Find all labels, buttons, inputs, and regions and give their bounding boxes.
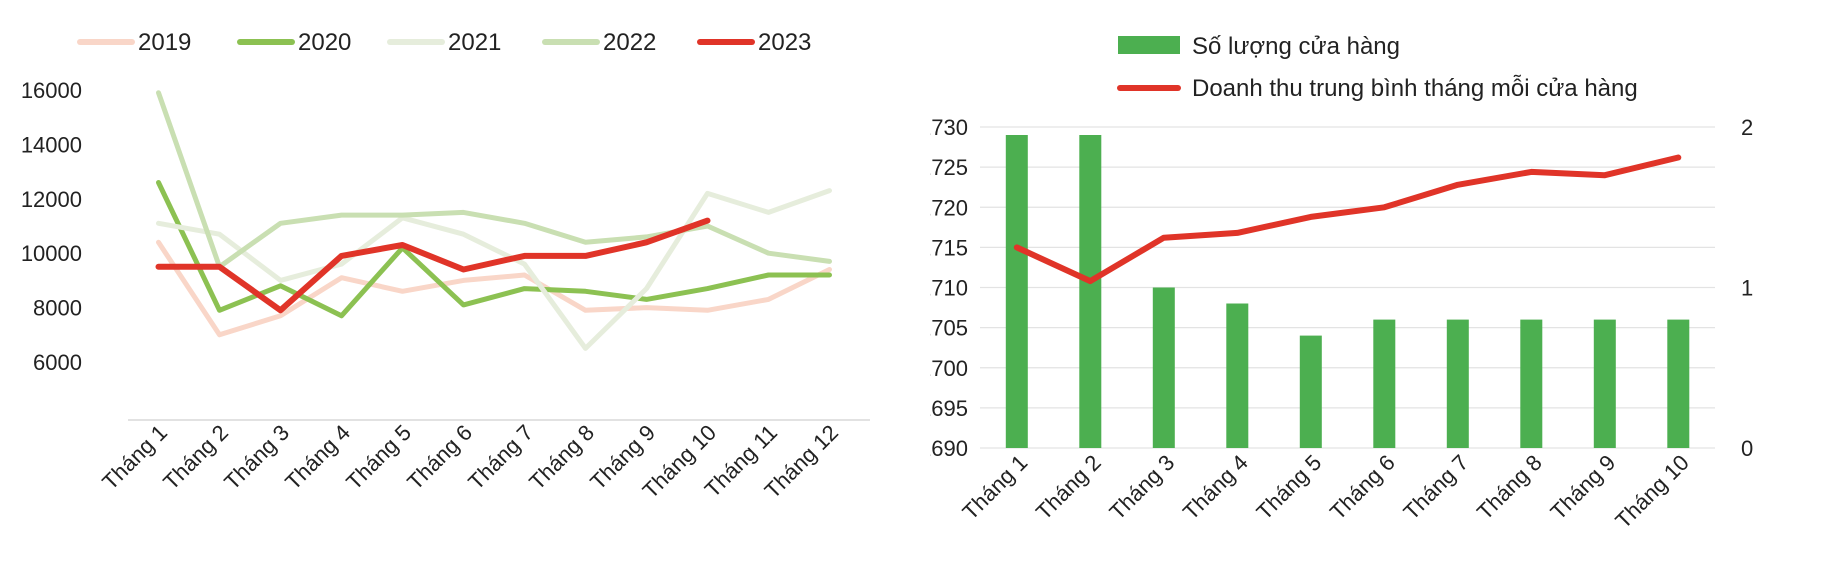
y-tick-label-right: 2 <box>1741 115 1753 140</box>
bar-7 <box>1446 319 1469 448</box>
x-tick-label: Tháng 2 <box>1031 450 1106 525</box>
y-axis-ticks-right: 0 1 2 <box>1741 115 1753 461</box>
x-tick-label: Tháng 8 <box>524 420 599 495</box>
revenue-line <box>1013 154 1682 285</box>
series-line-2022 <box>156 90 832 270</box>
bar-series <box>1005 135 1690 448</box>
y-axis-ticks: 6000 8000 10000 12000 14000 16000 <box>21 78 82 375</box>
series-lines <box>155 90 832 351</box>
legend-label-2022: 2022 <box>603 29 656 56</box>
x-tick-label: Tháng 4 <box>1178 450 1253 525</box>
x-tick-label: Tháng 7 <box>463 420 538 495</box>
x-tick-label: Tháng 2 <box>158 420 233 495</box>
y-tick-label-right: 1 <box>1741 276 1753 301</box>
y-tick-label: 6000 <box>33 350 82 375</box>
y-tick-label-left: 1710 <box>930 276 968 301</box>
legend-label-2023: 2023 <box>758 29 811 56</box>
combo-chart-stores-revenue: Số lượng cửa hàng Doanh thu trung bình th… <box>930 33 1753 533</box>
line-series <box>1013 154 1682 285</box>
gridlines <box>980 126 1715 449</box>
legend: 2019 2020 2021 2022 2023 <box>77 29 811 56</box>
x-tick-label: Tháng 6 <box>1325 450 1400 525</box>
bar-10 <box>1667 319 1690 448</box>
y-axis-ticks-left: 1690 1695 1700 1705 1710 1715 1720 1725 1730 <box>930 115 968 461</box>
y-tick-label-left: 1715 <box>930 235 968 260</box>
x-tick-label: Tháng 1 <box>958 450 1033 525</box>
y-tick-label-left: 1695 <box>930 396 968 421</box>
legend-label-bar: Số lượng cửa hàng <box>1192 33 1400 60</box>
x-tick-label: Tháng 3 <box>219 420 294 495</box>
bar-8 <box>1520 319 1543 448</box>
x-tick-label: Tháng 1 <box>97 420 172 495</box>
x-tick-label: Tháng 3 <box>1105 450 1180 525</box>
y-tick-label-left: 1725 <box>930 155 968 180</box>
y-tick-label: 12000 <box>21 187 82 212</box>
y-tick-label-left: 1730 <box>930 115 968 140</box>
bar-9 <box>1593 319 1616 448</box>
legend-swatch-bar <box>1118 36 1180 54</box>
x-tick-label: Tháng 10 <box>1610 450 1693 533</box>
bar-3 <box>1152 287 1175 448</box>
x-tick-label: Tháng 7 <box>1399 450 1474 525</box>
bar-2 <box>1079 135 1102 448</box>
series-line-2023 <box>155 217 711 314</box>
y-tick-label-left: 1690 <box>930 436 968 461</box>
y-tick-label-left: 1720 <box>930 195 968 220</box>
series-line-2021 <box>156 188 832 351</box>
legend: Số lượng cửa hàng Doanh thu trung bình th… <box>1117 33 1638 102</box>
x-tick-label: Tháng 8 <box>1472 450 1547 525</box>
x-tick-label: Tháng 9 <box>1546 450 1621 525</box>
x-tick-label: Tháng 6 <box>402 420 477 495</box>
bar-6 <box>1373 319 1396 448</box>
series-line-2020 <box>156 180 832 319</box>
y-tick-label: 16000 <box>21 78 82 103</box>
y-tick-label: 8000 <box>33 296 82 321</box>
bar-1 <box>1005 135 1028 448</box>
y-tick-label-left: 1700 <box>930 356 968 381</box>
bar-4 <box>1226 303 1249 448</box>
series-line-2019 <box>156 239 832 338</box>
bar-5 <box>1299 335 1322 448</box>
y-tick-label-left: 1705 <box>930 316 968 341</box>
x-tick-label: Tháng 5 <box>1252 450 1327 525</box>
x-tick-label: Tháng 5 <box>341 420 416 495</box>
legend-label-2021: 2021 <box>448 29 501 56</box>
y-tick-label-right: 0 <box>1741 436 1753 461</box>
legend-label-line: Doanh thu trung bình tháng mỗi cửa hàng <box>1192 75 1638 102</box>
y-tick-label: 14000 <box>21 132 82 157</box>
y-tick-label: 10000 <box>21 241 82 266</box>
legend-label-2020: 2020 <box>298 29 351 56</box>
legend-label-2019: 2019 <box>138 29 191 56</box>
x-tick-label: Tháng 4 <box>280 420 355 495</box>
line-chart-yearly-revenue: 2019 2020 2021 2022 2023 6000 8000 10000 12000 1… <box>21 29 870 503</box>
